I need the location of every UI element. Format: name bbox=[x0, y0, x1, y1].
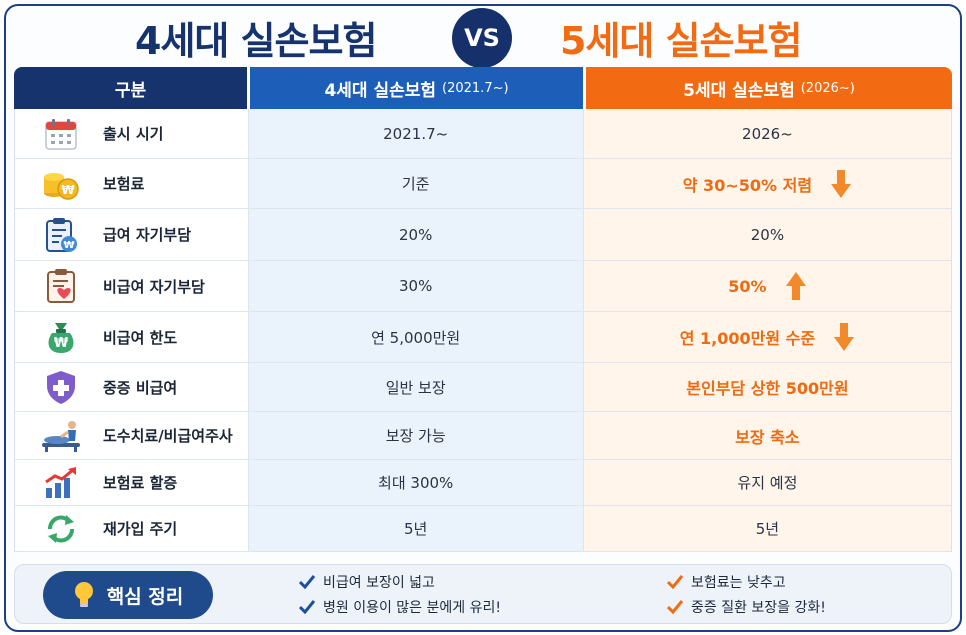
gen5-cell: 20% bbox=[582, 209, 951, 260]
header-5th-gen: 5세대 실손보험 (2026~) bbox=[583, 67, 952, 109]
row-label: 보험료 bbox=[103, 175, 145, 193]
shield-plus-icon bbox=[41, 369, 81, 405]
gen5-value: 2026~ bbox=[742, 124, 793, 143]
table-row: 보험료 할증 최대 300% 유지 예정 bbox=[15, 460, 951, 506]
check-icon bbox=[299, 600, 315, 614]
check-icon bbox=[299, 575, 315, 589]
summary-point-right-1: 보험료는 낮추고 bbox=[667, 572, 786, 592]
table-header: 구분 4세대 실손보험 (2021.7~) 5세대 실손보험 (2026~) bbox=[14, 67, 952, 109]
check-icon bbox=[667, 600, 683, 614]
gen4-value: 5년 bbox=[247, 506, 583, 551]
gen5-cell: 5년 bbox=[582, 506, 951, 551]
coins-icon: ₩ bbox=[41, 166, 81, 202]
gen5-cell: 연 1,000만원 수준 bbox=[582, 312, 951, 362]
header-4th-gen: 4세대 실손보험 (2021.7~) bbox=[247, 67, 583, 109]
header-5th-gen-title: 5세대 실손보험 bbox=[683, 80, 795, 101]
gen4-value: 30% bbox=[247, 261, 583, 311]
vs-badge: VS bbox=[452, 8, 512, 68]
row-category: 출시 시기 bbox=[15, 109, 248, 158]
calendar-icon bbox=[41, 116, 81, 152]
row-category: ₩ 급여 자기부담 bbox=[15, 209, 248, 260]
arrow-down-icon bbox=[830, 169, 852, 199]
gen5-cell: 2026~ bbox=[582, 109, 951, 158]
gen5-cell: 본인부담 상한 500만원 bbox=[582, 363, 951, 411]
row-label: 급여 자기부담 bbox=[103, 226, 192, 244]
clipboard-won-icon: ₩ bbox=[41, 217, 81, 253]
gen5-value: 50% bbox=[728, 276, 767, 296]
title-5th-gen: 5세대 실손보험 bbox=[560, 19, 802, 63]
table-row: 비급여 자기부담 30% 50% bbox=[15, 261, 951, 312]
rising-chart-icon bbox=[41, 465, 81, 501]
row-label: 비급여 자기부담 bbox=[103, 277, 205, 296]
table-row: ₩ 비급여 한도 연 5,000만원 연 1,000만원 수준 bbox=[15, 312, 951, 363]
summary-point-right-2: 중증 질환 보장을 강화! bbox=[667, 597, 826, 617]
header-4th-gen-title: 4세대 실손보험 bbox=[324, 80, 437, 101]
gen5-value: 연 1,000만원 수준 bbox=[679, 329, 816, 348]
massage-therapy-icon bbox=[41, 418, 81, 454]
summary-point-left-1: 비급여 보장이 넓고 bbox=[299, 572, 435, 592]
header-4th-gen-sub: (2021.7~) bbox=[442, 80, 509, 96]
table-row: 도수치료/비급여주사 보장 가능 보장 축소 bbox=[15, 412, 951, 460]
summary-box: 핵심 정리 비급여 보장이 넓고 병원 이용이 많은 분에게 유리! 보험료는 … bbox=[14, 564, 952, 624]
table-body: 출시 시기 2021.7~ 2026~ ₩ 보험료 기준 약 30~50% 저렴 ₩ 급여 자기… bbox=[14, 109, 952, 552]
summary-point-left-2: 병원 이용이 많은 분에게 유리! bbox=[299, 597, 501, 617]
summary-badge: 핵심 정리 bbox=[43, 571, 213, 619]
gen5-cell: 50% bbox=[582, 261, 951, 311]
table-row: 재가입 주기 5년 5년 bbox=[15, 506, 951, 552]
comparison-table: 구분 4세대 실손보험 (2021.7~) 5세대 실손보험 (2026~) 출… bbox=[14, 67, 952, 552]
row-category: ₩ 비급여 한도 bbox=[15, 312, 248, 362]
gen4-value: 보장 가능 bbox=[247, 412, 583, 459]
title-4th-gen: 4세대 실손보험 bbox=[135, 19, 377, 63]
row-label: 재가입 주기 bbox=[103, 520, 178, 538]
row-category: 재가입 주기 bbox=[15, 506, 248, 551]
gen4-value: 기준 bbox=[247, 159, 583, 208]
gen5-value: 5년 bbox=[755, 520, 780, 538]
row-category: ₩ 보험료 bbox=[15, 159, 248, 208]
row-label: 도수치료/비급여주사 bbox=[103, 427, 233, 445]
table-row: 중증 비급여 일반 보장 본인부담 상한 500만원 bbox=[15, 363, 951, 412]
header-category: 구분 bbox=[14, 67, 247, 109]
row-label: 보험료 할증 bbox=[103, 474, 178, 492]
table-row: ₩ 보험료 기준 약 30~50% 저렴 bbox=[15, 159, 951, 209]
gen5-value: 보장 축소 bbox=[735, 427, 800, 447]
header-5th-gen-sub: (2026~) bbox=[800, 80, 855, 96]
gen5-value: 유지 예정 bbox=[737, 474, 798, 492]
gen4-value: 20% bbox=[247, 209, 583, 260]
gen5-value: 약 30~50% 저렴 bbox=[682, 175, 813, 195]
gen5-cell: 약 30~50% 저렴 bbox=[582, 159, 951, 208]
gen5-cell: 유지 예정 bbox=[582, 460, 951, 505]
svg-text:₩: ₩ bbox=[54, 336, 69, 351]
row-label: 비급여 한도 bbox=[103, 328, 178, 347]
row-category: 보험료 할증 bbox=[15, 460, 248, 505]
gen5-value: 20% bbox=[750, 225, 785, 244]
row-label: 출시 시기 bbox=[103, 125, 164, 143]
arrow-down-icon bbox=[833, 322, 855, 352]
row-category: 도수치료/비급여주사 bbox=[15, 412, 248, 459]
check-icon bbox=[667, 575, 683, 589]
gen4-value: 최대 300% bbox=[247, 460, 583, 505]
row-category: 비급여 자기부담 bbox=[15, 261, 248, 311]
gen4-value: 일반 보장 bbox=[247, 363, 583, 411]
cycle-icon bbox=[41, 511, 81, 547]
summary-badge-label: 핵심 정리 bbox=[106, 585, 184, 608]
svg-text:₩: ₩ bbox=[63, 240, 74, 251]
table-row: 출시 시기 2021.7~ 2026~ bbox=[15, 109, 951, 159]
money-bag-icon: ₩ bbox=[41, 319, 81, 355]
gen5-cell: 보장 축소 bbox=[582, 412, 951, 459]
gen4-value: 2021.7~ bbox=[247, 109, 583, 158]
lightbulb-icon bbox=[73, 581, 95, 609]
arrow-up-icon bbox=[785, 271, 807, 301]
row-label: 중증 비급여 bbox=[103, 378, 178, 397]
gen5-value: 본인부담 상한 500만원 bbox=[686, 379, 849, 398]
gen4-value: 연 5,000만원 bbox=[247, 312, 583, 362]
clipboard-heart-icon bbox=[41, 268, 81, 304]
svg-text:₩: ₩ bbox=[61, 183, 75, 197]
table-row: ₩ 급여 자기부담 20% 20% bbox=[15, 209, 951, 261]
row-category: 중증 비급여 bbox=[15, 363, 248, 411]
